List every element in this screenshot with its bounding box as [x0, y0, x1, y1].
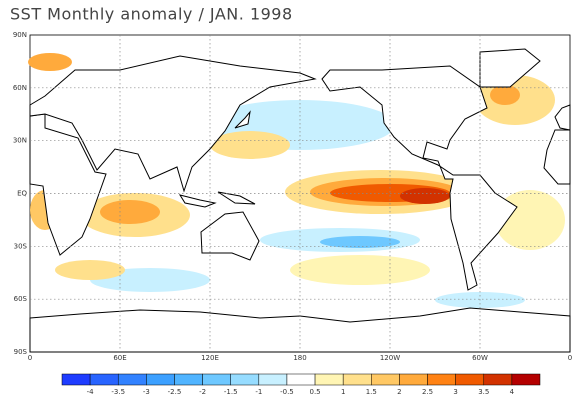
- west-africa: [543, 129, 571, 185]
- colorbar-swatch: [511, 373, 541, 386]
- lat-label: 90N: [13, 31, 27, 39]
- antarctica: [29, 307, 571, 353]
- lon-label: 60W: [472, 354, 488, 362]
- colorbar-label: -4: [87, 388, 95, 396]
- lat-label: 90S: [14, 348, 28, 356]
- continents: [29, 48, 571, 353]
- colorbar-swatch: [399, 373, 428, 386]
- colorbar-swatch: [230, 373, 260, 386]
- lat-label: 30N: [13, 137, 27, 145]
- lon-label: 60E: [113, 354, 126, 362]
- eurasia: [29, 55, 317, 193]
- colorbar-swatch: [314, 373, 344, 386]
- colorbar-swatch: [286, 373, 316, 386]
- lat-label: EQ: [17, 190, 27, 198]
- colorbar-swatch: [146, 373, 175, 386]
- colorbar-swatch: [427, 373, 456, 386]
- colorbar-label: -1: [255, 388, 262, 396]
- colorbar-label: 1: [341, 388, 345, 396]
- colorbar-swatch: [455, 373, 485, 386]
- colorbar-label: 1.5: [366, 388, 377, 396]
- title: SST Monthly anomaly / JAN. 1998: [10, 5, 293, 24]
- colorbar-label: -3.5: [111, 388, 125, 396]
- colorbar-swatch: [371, 373, 400, 386]
- lat-label: 60S: [14, 295, 28, 303]
- lat-label: 30S: [14, 242, 28, 250]
- japan: [234, 110, 251, 129]
- lon-label: 120E: [201, 354, 219, 362]
- greenland: [479, 48, 541, 88]
- colorbar-swatch: [202, 373, 231, 386]
- africa: [29, 113, 107, 256]
- colorbar-swatch: [61, 373, 91, 386]
- colorbar-swatch: [483, 373, 513, 386]
- map: [28, 34, 571, 353]
- graticule: [30, 35, 570, 352]
- colorbar-label: -1.5: [224, 388, 238, 396]
- colorbar-swatch: [258, 373, 288, 386]
- lon-label: 180: [293, 354, 306, 362]
- colorbar-label: -0.5: [280, 388, 294, 396]
- colorbar-label: 3.5: [478, 388, 489, 396]
- europe-west: [554, 104, 571, 131]
- colorbar-label: -2: [199, 388, 206, 396]
- colorbar-swatch: [89, 373, 119, 386]
- anomaly-field: [28, 53, 565, 308]
- lat-label: 60N: [13, 84, 27, 92]
- lon-label: 0: [568, 354, 572, 362]
- colorbar-label: -3: [143, 388, 150, 396]
- lon-label: 120W: [380, 354, 400, 362]
- colorbar: -4 -3.5 -3 -2.5 -2 -1.5 -1 -0.5 0.5 1 1.5 2 2.5 3 3.5 4: [61, 373, 541, 396]
- australia: [200, 211, 260, 261]
- colorbar-label: 2.5: [422, 388, 433, 396]
- colorbar-swatch: [174, 373, 203, 386]
- colorbar-swatch: [342, 373, 372, 386]
- colorbar-label: 0.5: [309, 388, 320, 396]
- colorbar-label: 3: [453, 388, 457, 396]
- indonesia: [178, 191, 256, 208]
- colorbar-swatch: [117, 373, 147, 386]
- colorbar-label: 4: [510, 388, 515, 396]
- lon-label: 0: [28, 354, 32, 362]
- colorbar-label: 2: [397, 388, 401, 396]
- colorbar-label: -2.5: [168, 388, 182, 396]
